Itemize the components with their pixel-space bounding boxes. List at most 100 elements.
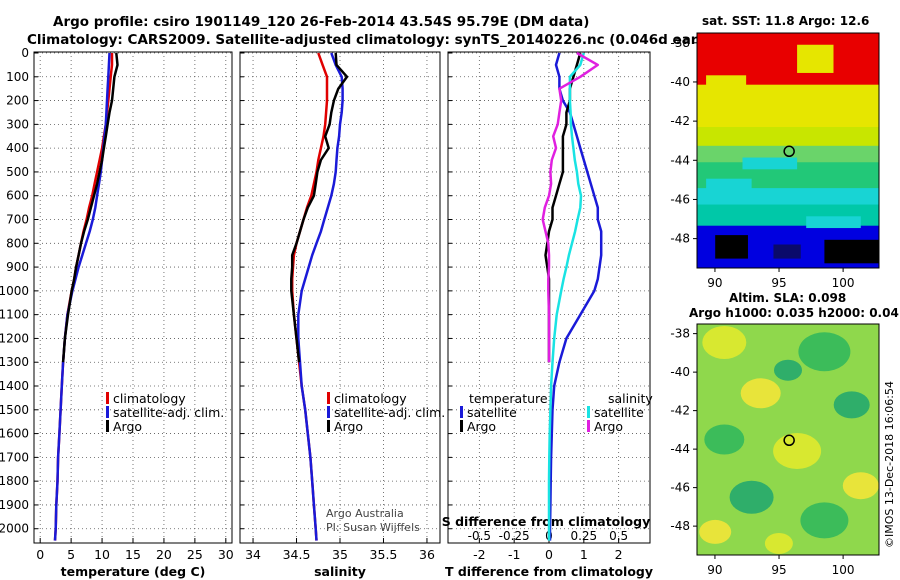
x-tick-label: 5 [67,547,75,562]
y-tick-label: 1000 [0,284,29,298]
sla-map-title-line2: Argo h1000: 0.035 h2000: 0.04 [689,306,899,320]
y-tick-label: 2000 [0,522,29,536]
salinity-legend: climatology satellite-adj. clim. Argo Ar… [326,391,445,534]
map-lon-label: 90 [707,563,722,577]
x-tick-label: -2 [473,547,485,562]
y-tick-label: 1700 [0,450,29,464]
sla-blob [729,480,774,514]
x-tick-label: 1 [580,547,588,562]
map-lon-label: 90 [707,276,722,290]
header-title-line1: Argo profile: csiro 1901149_120 26-Feb-2… [53,14,589,30]
y-tick-label: 400 [6,141,29,155]
argo-float-marker [783,434,795,447]
map-lat-label: -46 [670,192,690,206]
x-tick-label: -1 [508,547,520,562]
y-tick-label: 1200 [0,331,29,345]
imos-timestamp: ©IMOS 13-Dec-2018 16:06:54 [883,381,896,548]
sst-patch [706,178,752,191]
sla-blob [774,359,802,381]
legend-label-climatology: climatology [113,391,186,406]
x-tick-label: 20 [156,547,172,562]
sst-patch [797,44,834,73]
map-lat-label: -44 [670,153,690,167]
sst-band [697,127,879,147]
legend-swatch-sal-satellite [587,406,590,418]
diff-top-axis-title: S difference from climatology [442,514,651,529]
sla-blob [833,391,870,419]
map-lon-label: 100 [832,563,855,577]
map-frame [696,32,880,269]
x-tick-label: 0 [545,547,553,562]
x-tick-label: 35 [332,547,348,562]
series-line-satellite-adj-clim- [53,52,111,541]
legend-swatch-satellite-adj [327,406,330,418]
map-lat-label: -38 [670,36,690,50]
y-tick-label: 500 [6,165,29,179]
sst-patch [806,216,861,229]
map-lat-label: -42 [670,114,690,128]
map-lat-label: -46 [670,481,690,495]
argo-float-marker [783,145,795,158]
legend-label-sal-satellite: satellite [594,405,644,420]
legend-swatch-climatology [327,392,330,404]
credit-line2: PI: Susan Wijffels [326,521,420,534]
series-line-argo [290,52,349,363]
legend-swatch-argo [327,420,330,432]
legend-label-climatology: climatology [334,391,407,406]
legend-swatch-temp-argo [460,420,463,432]
temperature-profile-panel: 0100200300400500600700800900100011001200… [0,46,234,579]
x-tick-label: 2 [615,547,623,562]
y-tick-label: 1300 [0,355,29,369]
sla-blob [842,472,879,500]
map-lon-label: 100 [832,276,855,290]
salinity-profile-panel: 34 34.5 35 35.5 36 salinity [239,51,441,579]
series-line-salinity-argo [541,51,600,363]
series-line-satellite-adj-clim- [297,52,344,541]
legend-swatch-satellite-adj [106,406,109,418]
y-tick-label: 200 [6,94,29,108]
legend-label-temp-satellite: satellite [467,405,517,420]
sla-blob [740,378,781,409]
sla-blob [699,519,732,544]
y-tick-label: 1800 [0,474,29,488]
series-line-argo [61,52,119,363]
legend-swatch-temp-satellite [460,406,463,418]
map-lat-label: -40 [670,75,690,89]
legend-label-argo: Argo [113,419,142,434]
map-lon-label: 95 [771,563,786,577]
series-line-salinity-satellite [547,52,585,541]
legend-swatch-argo [106,420,109,432]
legend-label-sal-argo: Argo [594,419,623,434]
sla-map-title-line1: Altim. SLA: 0.098 [729,291,846,305]
map-lat-label: -48 [670,232,690,246]
sla-blob [764,532,793,554]
sla-map: -38 -40 -42 -44 -46 -48 90 95 100 [670,323,880,577]
sst-patch [715,235,748,259]
credit-line1: Argo Australia [326,507,404,520]
legend-label-satellite-adj: satellite-adj. clim. [113,405,224,420]
x-top-tick-label: -0.5 [468,529,491,543]
difference-legend: temperature satellite Argo salinity sate… [460,391,653,434]
x-tick-label: 25 [187,547,203,562]
temperature-legend: climatology satellite-adj. clim. Argo [106,391,224,434]
y-tick-label: 600 [6,189,29,203]
x-axis-label: temperature (deg C) [61,564,206,579]
y-tick-label: 900 [6,260,29,274]
x-axis-label: T difference from climatology [445,564,653,579]
sla-blob [704,424,745,455]
header-title-line2: Climatology: CARS2009. Satellite-adjuste… [27,32,729,48]
sla-blob [702,325,747,359]
sst-patch [706,75,747,95]
sla-blob [798,332,851,372]
x-tick-label: 15 [125,547,141,562]
x-tick-label: 34.5 [283,547,311,562]
x-tick-label: 10 [94,547,110,562]
legend-title-salinity: salinity [608,391,653,406]
y-tick-label: 1400 [0,379,29,393]
sla-blob [800,502,849,539]
y-tick-label: 300 [6,117,29,131]
x-axis-label: salinity [314,564,366,579]
x-tick-label: 30 [218,547,234,562]
x-tick-label: 0 [36,547,44,562]
sst-map-title: sat. SST: 11.8 Argo: 12.6 [702,14,869,28]
